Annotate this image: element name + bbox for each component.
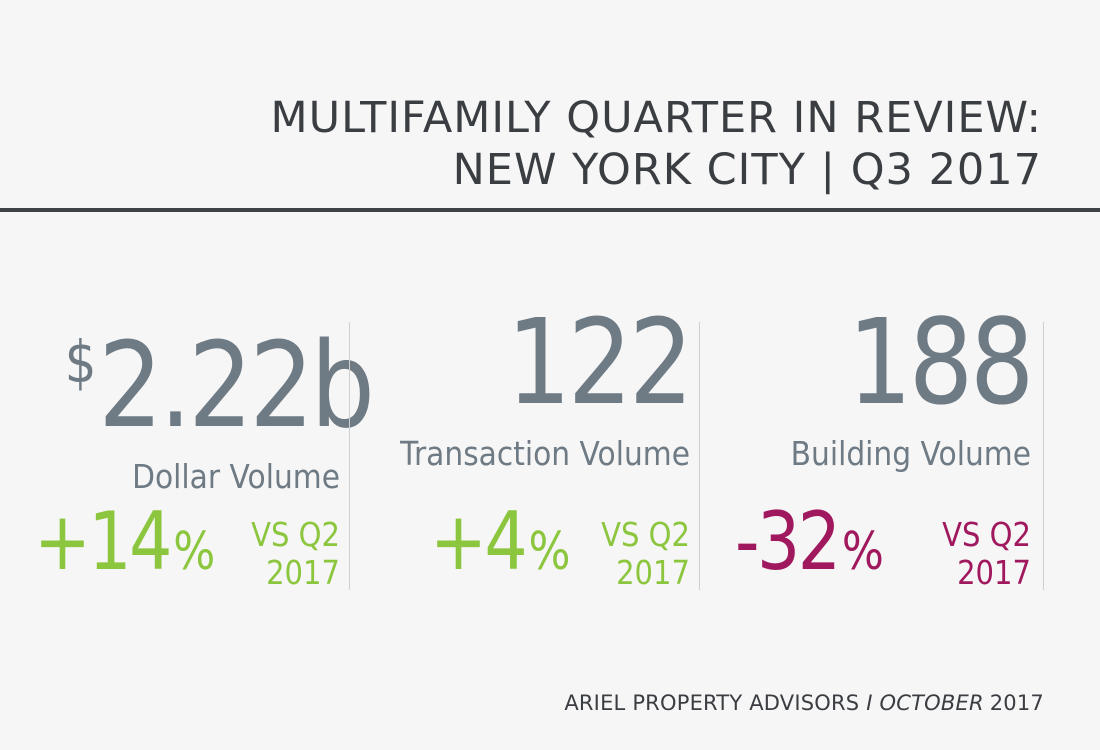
stat-dollar-volume: $2.22b Dollar Volume +14% VS Q2 2017 — [20, 300, 375, 600]
footer-credit: ARIEL PROPERTY ADVISORS I OCTOBER 2017 — [564, 690, 1044, 716]
building-volume-change: -32% VS Q2 2017 — [705, 502, 1031, 600]
comparison-line-2: 2017 — [957, 553, 1031, 592]
comparison-line-1: VS Q2 — [601, 515, 690, 554]
dollar-volume-change-percent: +14% — [34, 502, 215, 592]
column-divider — [349, 322, 350, 590]
column-divider — [699, 322, 700, 590]
dollar-volume-label: Dollar Volume — [132, 457, 340, 496]
stat-building-volume: 188 Building Volume -32% VS Q2 2017 — [705, 293, 1035, 600]
currency-symbol: $ — [64, 328, 97, 396]
comparison-line-2: 2017 — [616, 553, 690, 592]
comparison-line-1: VS Q2 — [942, 515, 1031, 554]
comparison-line-2: 2017 — [266, 553, 340, 592]
percent-sign: % — [528, 522, 571, 582]
footer-separator: I — [866, 691, 873, 715]
comparison-line-1: VS Q2 — [251, 515, 340, 554]
change-value: +4 — [430, 495, 528, 588]
footer-company: ARIEL PROPERTY ADVISORS — [564, 691, 860, 715]
transaction-volume-change-percent: +4% — [430, 502, 571, 592]
page-title: MULTIFAMILY QUARTER IN REVIEW: NEW YORK … — [271, 92, 1043, 196]
change-value: +14 — [34, 495, 172, 588]
header-divider — [0, 208, 1100, 212]
transaction-volume-value: 122 — [506, 293, 694, 431]
building-volume-comparison: VS Q2 2017 — [942, 516, 1031, 592]
dollar-volume-change: +14% VS Q2 2017 — [20, 502, 340, 600]
dollar-volume-comparison: VS Q2 2017 — [251, 516, 340, 592]
dollar-volume-value: $2.22b — [64, 300, 375, 447]
title-line-2: NEW YORK CITY | Q3 2017 — [452, 145, 1042, 195]
building-volume-change-percent: -32% — [735, 502, 884, 592]
title-line-1: MULTIFAMILY QUARTER IN REVIEW: — [270, 93, 1042, 143]
footer-year: 2017 — [989, 691, 1044, 715]
footer-month: OCTOBER — [879, 691, 984, 715]
transaction-volume-comparison: VS Q2 2017 — [601, 516, 690, 592]
building-volume-value: 188 — [847, 293, 1035, 431]
column-divider — [1043, 322, 1044, 590]
transaction-volume-label: Transaction Volume — [400, 434, 690, 473]
dollar-volume-number: 2.22b — [98, 316, 375, 454]
percent-sign: % — [173, 522, 216, 582]
change-value: -32 — [735, 495, 841, 588]
building-volume-label: Building Volume — [790, 434, 1031, 473]
transaction-volume-change: +4% VS Q2 2017 — [360, 502, 690, 600]
stat-transaction-volume: 122 Transaction Volume +4% VS Q2 2017 — [360, 293, 694, 600]
percent-sign: % — [841, 522, 884, 582]
